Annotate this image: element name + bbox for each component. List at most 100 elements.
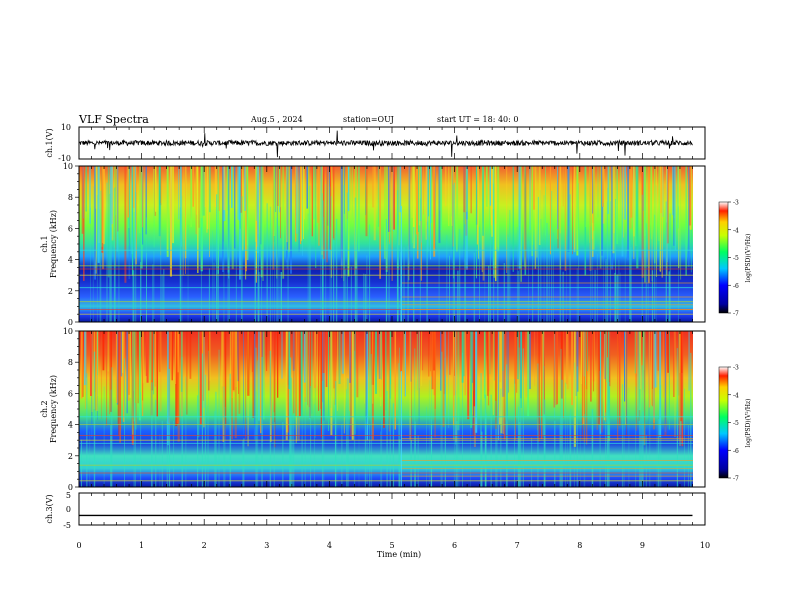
- streaks1-streak: [655, 166, 657, 277]
- ch2-spec-ylabel: Frequency (kHz): [49, 375, 58, 443]
- streaks2-streak: [618, 331, 621, 426]
- streaks1-streak: [680, 166, 682, 280]
- colorbar-1: [718, 201, 729, 314]
- streaks1-streak: [286, 166, 288, 269]
- streaks2-streak: [575, 331, 577, 396]
- ytick-label-ch1-4: 4: [68, 256, 73, 265]
- streaks2-streak: [654, 331, 656, 388]
- x-axis-tick-labels: 0 1 2 3 4 5 6 7 8 9 10: [76, 541, 710, 550]
- streaks2-low-streak: [181, 356, 183, 487]
- streaks1-low-streak: [255, 242, 256, 322]
- streaks1-streak: [214, 166, 217, 207]
- streaks1-streak: [182, 166, 184, 276]
- streaks2-streak: [90, 331, 92, 396]
- streaks2-streak: [127, 331, 130, 401]
- streaks1-streak: [145, 166, 147, 235]
- streaks1-streak: [226, 166, 229, 211]
- streaks1-streak: [557, 166, 559, 249]
- streaks2-streak: [94, 331, 97, 411]
- streaks1-streak: [412, 166, 415, 249]
- streaks1-low-streak: [161, 274, 163, 322]
- streaks2-streak: [300, 331, 303, 417]
- streaks2-streak: [132, 331, 134, 435]
- ch1-ytick-10: 10: [61, 123, 71, 132]
- panel-ch1-waveform: 10 -10 ch.1(V): [45, 123, 706, 163]
- streaks1-low-streak: [287, 249, 289, 322]
- streaks2-streak: [580, 331, 583, 384]
- streaks1-streak: [572, 166, 573, 255]
- streaks1-low-streak: [629, 240, 631, 322]
- streaks1-streak: [602, 166, 604, 207]
- streaks2-streak: [542, 331, 544, 380]
- streaks2-streak: [229, 331, 231, 379]
- streaks1-low-streak: [133, 270, 135, 322]
- streaks1-streak: [231, 166, 233, 208]
- streaks2-low-streak: [496, 417, 498, 487]
- streaks2-streak: [375, 331, 377, 394]
- streaks1-low-streak: [309, 185, 311, 322]
- streaks2-streak: [288, 331, 291, 389]
- streaks2-low-streak: [426, 406, 427, 487]
- streaks2-streak: [231, 331, 233, 398]
- streaks2-low-streak: [462, 352, 463, 487]
- streaks2-low-streak: [537, 363, 539, 487]
- streaks2-low-streak: [531, 437, 533, 487]
- streaks1-streak: [313, 166, 315, 220]
- streaks1-low-streak: [507, 237, 510, 322]
- streaks1-streak: [676, 166, 679, 229]
- streaks2-low-streak: [567, 415, 568, 487]
- streaks1-streak: [348, 166, 350, 212]
- streaks1-streak: [242, 166, 244, 251]
- streaks1-low-streak: [651, 270, 654, 322]
- streaks1-streak: [411, 166, 413, 218]
- streaks2-low-streak: [642, 411, 644, 487]
- streaks1-low-streak: [96, 195, 98, 322]
- streaks1-streak: [520, 166, 522, 282]
- streaks2-low-streak: [518, 347, 520, 487]
- streaks1-streak: [666, 166, 668, 223]
- streaks2-low-streak: [579, 403, 581, 487]
- streaks2-streak: [281, 331, 283, 379]
- streaks2-streak: [156, 331, 158, 417]
- streaks1-streak: [246, 166, 249, 260]
- streaks2-low-streak: [208, 350, 209, 487]
- streaks2-streak: [404, 331, 406, 397]
- streaks2-streak: [678, 331, 680, 396]
- streaks1-streak: [341, 166, 343, 278]
- streaks2-streak: [538, 331, 540, 442]
- streaks2-streak: [585, 331, 586, 386]
- streaks1-streak: [85, 166, 87, 212]
- streaks1-streak: [611, 166, 614, 270]
- streaks2-streak: [637, 331, 639, 417]
- streaks2-streak: [604, 331, 606, 380]
- streaks1-streak: [466, 166, 468, 212]
- streaks2-low-streak: [93, 351, 96, 487]
- streaks2-streak: [251, 331, 253, 372]
- streaks2-low-streak: [441, 351, 443, 487]
- streaks1-low-streak: [322, 200, 324, 322]
- streaks1-streak: [325, 166, 328, 263]
- streaks1-streak: [419, 166, 422, 221]
- streaks1-streak: [457, 166, 459, 220]
- streaks1-streak: [272, 166, 274, 270]
- streaks1-low-streak: [519, 226, 520, 322]
- streaks1-streak: [201, 166, 203, 219]
- streaks1-streak: [412, 166, 413, 243]
- streaks2-streak: [449, 331, 451, 375]
- streaks2-streak: [573, 331, 576, 447]
- streaks2-streak: [385, 331, 387, 411]
- streaks2-streak: [120, 331, 122, 377]
- streaks1-low-streak: [617, 274, 619, 322]
- streaks2-low-streak: [444, 357, 446, 487]
- streaks2-low-streak: [604, 412, 607, 487]
- colorbar-2-label--4: -4: [733, 392, 739, 399]
- streaks2-streak: [659, 331, 662, 437]
- streaks2-low-streak: [166, 420, 168, 487]
- streaks1-streak: [385, 166, 388, 272]
- streaks1-low-streak: [118, 245, 120, 322]
- streaks2-low-streak: [81, 439, 82, 487]
- streaks2-streak: [503, 331, 506, 440]
- streaks2-streak: [442, 331, 445, 427]
- streaks1-low-streak: [266, 203, 268, 322]
